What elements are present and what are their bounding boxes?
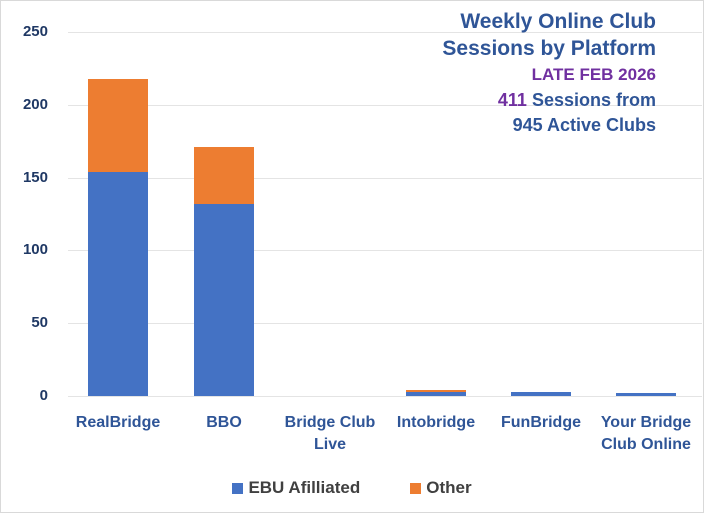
bar-bridge-club-live [300, 32, 360, 396]
legend-label-other: Other [426, 478, 472, 497]
legend-item-other: Other [410, 478, 472, 498]
bar-segment-other [88, 78, 148, 172]
bar-intobridge [406, 32, 466, 396]
legend-swatch-other [410, 482, 422, 494]
y-tick-label: 250 [22, 23, 48, 40]
x-tick-label: FunBridge [486, 412, 596, 434]
gridline [68, 396, 702, 397]
chart-period: LATE FEB 2026 [531, 65, 656, 84]
bar-your-bridge-club-online [616, 32, 676, 396]
x-tick-label: Bridge Club Live [275, 412, 385, 456]
gridline [68, 32, 702, 33]
bar-segment-ebu [406, 391, 466, 396]
legend-swatch-ebu [232, 482, 244, 494]
legend-item-ebu: EBU Afilliated [232, 478, 360, 498]
x-tick-label: Intobridge [381, 412, 491, 434]
y-tick-label: 100 [22, 241, 48, 259]
chart-title-block: Weekly Online Club Sessions by Platform … [442, 8, 656, 138]
x-tick-label: RealBridge [63, 412, 173, 434]
x-label-line1: Intobridge [396, 414, 476, 431]
x-label-line1: Bridge Club [284, 414, 376, 431]
bar-segment-ebu [511, 391, 571, 396]
x-tick-label: Your Bridge Club Online [591, 412, 701, 456]
chart-title-line1: Weekly Online Club [460, 10, 656, 33]
legend: EBU Afilliated Other [0, 478, 704, 498]
y-tick-label: 0 [39, 387, 48, 404]
bar-segment-other [194, 147, 254, 204]
x-label-line2: Club Online [601, 436, 691, 453]
sessions-text: Sessions from [526, 90, 656, 110]
bar-segment-other [406, 390, 466, 392]
y-tick-label: 150 [22, 168, 48, 186]
x-label-line2: Live [313, 436, 346, 453]
legend-label-ebu: EBU Afilliated [248, 478, 361, 497]
chart-title-line2: Sessions by Platform [442, 37, 656, 60]
x-label-line1: RealBridge [75, 414, 161, 431]
plot-area [68, 32, 702, 397]
sessions-count: 411 [497, 90, 527, 110]
x-label-line1: Your Bridge [600, 414, 692, 431]
x-label-line1: BBO [206, 414, 242, 431]
bar-realbridge [88, 32, 148, 396]
bar-funbridge [511, 32, 571, 396]
bar-bbo [194, 32, 254, 396]
gridline [68, 323, 702, 325]
x-tick-label: BBO [169, 412, 279, 434]
y-tick-label: 200 [22, 95, 48, 113]
bar-segment-ebu [88, 171, 148, 396]
gridline [68, 250, 702, 252]
gridline [68, 177, 702, 179]
x-label-line1: FunBridge [501, 414, 581, 431]
y-tick-label: 50 [31, 314, 48, 332]
gridline [68, 104, 702, 106]
bar-segment-ebu [616, 393, 676, 396]
chart-clubs-line: 945 Active Clubs [512, 115, 656, 135]
bar-segment-ebu [194, 203, 254, 396]
chart-sessions-line: 411 Sessions from [442, 88, 656, 113]
